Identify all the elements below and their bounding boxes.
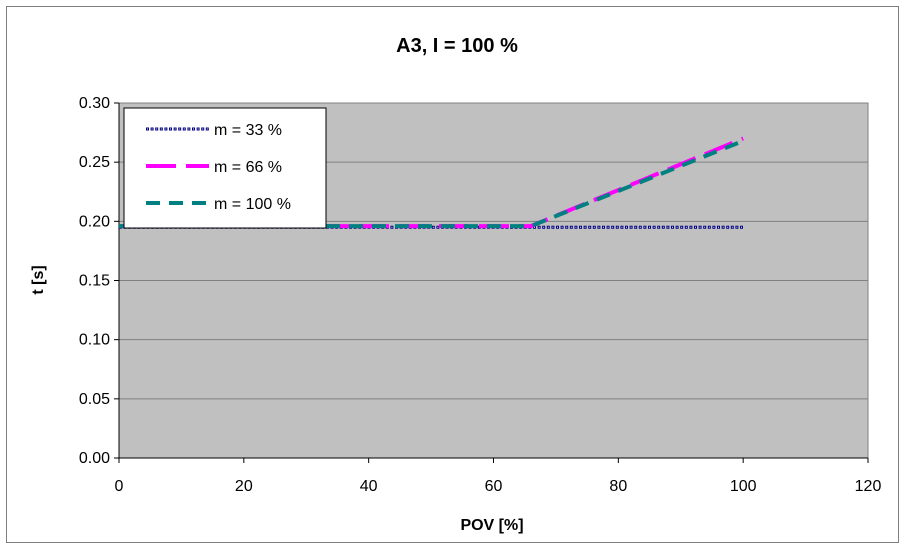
y-tick-label-0.15: 0.15 — [79, 273, 110, 290]
legend-label-2: m = 66 % — [214, 159, 282, 176]
x-axis-title: POV [%] — [460, 517, 523, 534]
x-tick-label-80: 80 — [609, 478, 627, 495]
x-tick-label-0: 0 — [115, 478, 124, 495]
x-tick-label-120: 120 — [855, 478, 882, 495]
x-tick-label-60: 60 — [485, 478, 503, 495]
y-tick-label-0.00: 0.00 — [79, 450, 110, 467]
y-tick-label-0.25: 0.25 — [79, 154, 110, 171]
y-tick-labels: 0.00 0.05 0.10 0.15 0.20 0.25 0.30 — [79, 95, 110, 467]
x-tick-labels: 0 20 40 60 80 100 120 — [115, 478, 882, 495]
x-tick-label-20: 20 — [235, 478, 253, 495]
chart-title: A3, I = 100 % — [396, 35, 518, 57]
y-tick-label-0.30: 0.30 — [79, 95, 110, 112]
y-tick-label-0.05: 0.05 — [79, 391, 110, 408]
legend: m = 33 % m = 66 % m = 100 % — [123, 107, 327, 229]
x-tick-label-100: 100 — [730, 478, 757, 495]
legend-label-1: m = 33 % — [214, 122, 282, 139]
y-axis-title: t [s] — [30, 265, 47, 294]
x-tick-label-40: 40 — [360, 478, 378, 495]
y-tick-label-0.20: 0.20 — [79, 213, 110, 230]
legend-label-3: m = 100 % — [214, 196, 291, 213]
y-tick-label-0.10: 0.10 — [79, 332, 110, 349]
axes — [114, 102, 869, 463]
